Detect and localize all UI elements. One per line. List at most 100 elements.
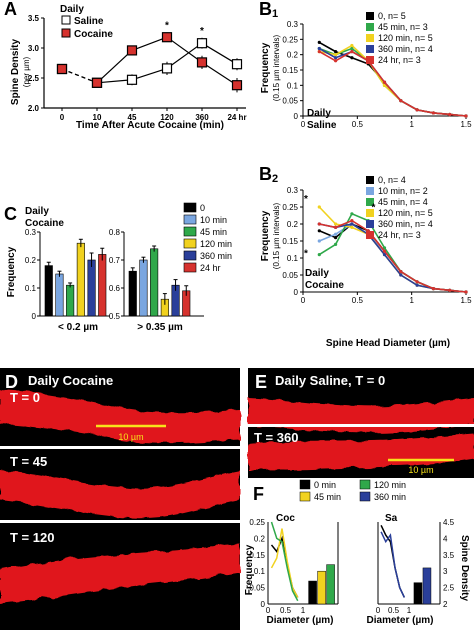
panel-f-ytick-label: 0.25	[249, 518, 265, 527]
panel-b2-legend-label: 360 min, n= 4	[378, 219, 433, 229]
panel-b1-point	[350, 43, 354, 48]
panel-c-ytick-label: 0.6	[109, 284, 121, 293]
panel-f-legend-label: 360 min	[374, 492, 406, 502]
panel-b2-plot: 0 0.05 0.1 0.15 0.2 0.25 0.3 0 0.5 1 1.5 0, n= 410 …	[282, 175, 472, 305]
panel-c-legend-label: 45 min	[200, 227, 227, 237]
panel-b1-xtick-label: 0.5	[352, 120, 364, 129]
panel-a-line-saline	[131, 67, 168, 81]
panel-f-sa-bar	[413, 582, 423, 605]
panel-f-ytick-label: 0.1	[254, 567, 266, 576]
panel-b2-legend-label: 10 min, n= 2	[378, 186, 428, 196]
panel-d-dendrite-2	[0, 470, 240, 519]
panel-b1-inner-label-1: Daily	[307, 108, 331, 119]
panel-f-sa-title: Sa	[385, 513, 398, 524]
panel-b2-xtick-label: 0.5	[352, 296, 364, 305]
panel-b1-point	[431, 111, 435, 115]
panel-b1-legend-label: 120 min, n= 5	[378, 33, 433, 43]
panel-f-right-ytick-label: 3.5	[443, 551, 455, 560]
panel-f-sa-line	[380, 531, 406, 598]
panel-f-ylabel-right: Spine Density	[459, 535, 470, 602]
panel-c-bar	[66, 284, 75, 317]
panel-b1: B 1 0 0.05 0.1 0.15 0.2 0.25 0.3 0 0.5 1 1.5 0, n= …	[259, 0, 472, 131]
panel-a-marker-cocaine	[196, 57, 208, 68]
panel-f-sa-line	[380, 524, 406, 598]
panel-b2-ytick-label: 0.05	[282, 271, 298, 280]
panel-b1-ytick-label: 0	[294, 112, 299, 121]
panel-a-marker-cocaine	[231, 80, 243, 91]
panel-a-ytick-label: 3.0	[28, 44, 40, 53]
panel-b2-point	[382, 246, 387, 250]
panel-a-line-saline	[201, 42, 238, 65]
panel-f-xtick-label: 0.5	[280, 606, 292, 615]
panel-b2-sub: 2	[272, 173, 278, 185]
panel-f-sa-bar	[422, 567, 432, 605]
panel-b2-xtick-label: 0	[301, 296, 306, 305]
panel-b1-point	[464, 114, 468, 118]
panel-a-group-title: Daily	[60, 4, 84, 15]
panel-c-bar	[44, 265, 53, 317]
panel-b2-letter: B	[259, 164, 272, 184]
panel-a-legend-swatch	[61, 15, 71, 25]
panel-b2-xtick-label: 1	[409, 296, 414, 305]
panel-c-bar	[98, 254, 107, 317]
panel-b2-ytick-label: 0	[294, 288, 299, 297]
panel-d: D Daily Cocaine T = 0 T = 45 T = 120 10 …	[0, 368, 240, 630]
panel-f-xtick-label: 0	[376, 606, 381, 615]
panel-b1-point	[382, 83, 387, 87]
panel-f-ytick-label: 0.2	[254, 534, 266, 543]
panel-c-legend-swatch	[183, 214, 197, 225]
panel-c-bar	[76, 242, 85, 317]
panel-b2-point	[317, 222, 321, 226]
panel-c-legend-label: 24 hr	[200, 263, 221, 273]
panel-c-inner-label-2: Cocaine	[25, 218, 64, 229]
panel-a-letter: A	[4, 0, 17, 19]
panel-a-xtick-label: 360	[195, 113, 209, 122]
panel-b1-legend-swatch	[366, 23, 374, 31]
panel-a-xtick-label: 45	[128, 113, 137, 122]
panel-f-xtick-label: 1	[407, 606, 412, 615]
panel-a-significance: *	[165, 20, 169, 31]
panel-b1-ylabel-unit: (0.15 µm intervals)	[272, 34, 281, 101]
panel-b1-ytick-label: 0.1	[287, 81, 299, 90]
panel-b2-xtick-label: 1.5	[460, 296, 472, 305]
panel-b1-ytick-label: 0.3	[287, 20, 299, 29]
panel-a-legend-swatch	[61, 28, 71, 38]
panel-c-group-1: < 0.2 µm	[58, 322, 98, 333]
panel-a-plot: 2.0 2.5 3.0 3.5 0 10 45 120 360 24 hr Saline Cocain…	[28, 14, 247, 122]
panel-e-dendrite-1	[248, 398, 474, 433]
panel-f-right-ytick-label: 3	[443, 567, 448, 576]
panel-c-ytick-label: 0	[32, 312, 37, 321]
panel-b1-legend-swatch	[366, 12, 374, 20]
panel-f-legend-label: 45 min	[314, 492, 341, 502]
panel-b2-point	[317, 229, 321, 233]
panel-b1-point	[382, 80, 387, 84]
panel-a-marker-saline	[161, 63, 173, 74]
panel-b2-legend-swatch	[366, 187, 374, 195]
panel-b1-point	[317, 46, 321, 51]
panel-b1-xtick-label: 1.5	[460, 120, 472, 129]
panel-e-letter: E	[255, 372, 267, 392]
panel-a-marker-cocaine	[126, 45, 138, 56]
panel-a-xtick-label: 24 hr	[227, 113, 246, 122]
panel-a-xtick-label: 0	[60, 113, 65, 122]
panel-b2-point	[334, 236, 338, 240]
panel-f-coc-bar	[317, 570, 326, 605]
panel-b1-ytick-label: 0.15	[282, 66, 298, 75]
panel-b2-point	[382, 249, 387, 253]
panel-b2-legend-swatch	[366, 209, 374, 217]
panel-c-legend-swatch	[183, 226, 197, 237]
panel-d-letter: D	[5, 372, 18, 392]
panel-e-title: Daily Saline, T = 0	[275, 373, 385, 388]
panel-b1-ytick-label: 0.25	[282, 35, 298, 44]
panel-c-letter: C	[4, 204, 17, 224]
panel-b1-ylabel: Frequency	[260, 42, 271, 93]
panel-b1-point	[415, 108, 419, 112]
panel-b1-xtick-label: 0	[301, 120, 306, 129]
panel-b2-significance: *	[304, 248, 308, 259]
panel-c-inner-label-1: Daily	[25, 206, 49, 217]
panel-d-frame-1: T = 0	[10, 390, 40, 405]
panel-f-ytick-label: 0.15	[249, 551, 265, 560]
panel-b1-plot: 0 0.05 0.1 0.15 0.2 0.25 0.3 0 0.5 1 1.5 0, n= 545 …	[282, 11, 472, 129]
panel-a-marker-cocaine	[91, 77, 103, 88]
panel-b1-legend-label: 24 hr, n= 3	[378, 55, 421, 65]
